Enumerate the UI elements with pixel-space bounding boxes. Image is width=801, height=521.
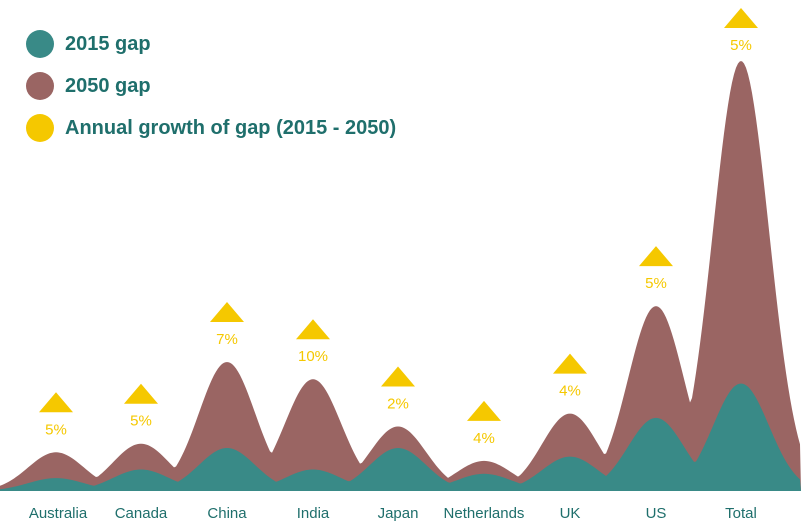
legend-swatch-2015-gap <box>26 30 54 58</box>
growth-triangle-icon-us <box>639 246 673 267</box>
growth-label-india: 10% <box>298 348 328 365</box>
legend-swatch-annual-growth <box>26 114 54 142</box>
growth-triangle-icon-netherlands <box>467 400 501 421</box>
growth-label-japan: 2% <box>387 396 409 413</box>
legend-item-annual-growth: Annual growth of gap (2015 - 2050) <box>26 114 396 142</box>
growth-triangle-icon-uk <box>553 353 587 374</box>
x-tick-label-us: US <box>646 505 667 521</box>
x-tick-label-japan: Japan <box>378 505 419 521</box>
x-tick-label-india: India <box>297 505 330 521</box>
growth-label-us: 5% <box>645 275 667 292</box>
growth-label-netherlands: 4% <box>473 430 495 447</box>
growth-marker-layer: 5% 5% 7% 10% 2% 4% 4% 5% 5% <box>39 8 758 447</box>
legend-label-annual-growth: Annual growth of gap (2015 - 2050) <box>65 116 397 139</box>
growth-triangle-icon-japan <box>381 366 415 387</box>
x-tick-label-china: China <box>207 505 247 521</box>
growth-label-canada: 5% <box>130 413 152 430</box>
growth-label-china: 7% <box>216 331 238 348</box>
legend-swatch-2050-gap <box>26 72 54 100</box>
legend-label-2015-gap: 2015 gap <box>65 32 151 55</box>
growth-triangle-icon-india <box>296 319 330 340</box>
growth-triangle-icon-australia <box>39 392 73 413</box>
growth-label-australia: 5% <box>45 421 67 438</box>
series-area-2015-gap <box>0 383 801 491</box>
growth-triangle-icon-total <box>724 8 758 28</box>
x-tick-labels: Australia Canada China India Japan Netherland… <box>29 505 757 521</box>
growth-triangle-icon-china <box>210 302 244 322</box>
x-tick-label-uk: UK <box>560 505 581 521</box>
x-tick-label-total: Total <box>725 505 757 521</box>
area-layer <box>0 61 801 492</box>
x-tick-label-netherlands: Netherlands <box>444 505 525 521</box>
legend-item-2050-gap: 2050 gap <box>26 72 396 100</box>
growth-label-total: 5% <box>730 37 752 54</box>
growth-triangle-icon-canada <box>124 383 158 404</box>
x-tick-label-canada: Canada <box>115 505 168 521</box>
legend-label-2050-gap: 2050 gap <box>65 74 151 97</box>
growth-label-uk: 4% <box>559 383 581 400</box>
legend: 2015 gap 2050 gap Annual growth of gap (… <box>26 30 396 156</box>
legend-item-2015-gap: 2015 gap <box>26 30 396 58</box>
x-tick-label-australia: Australia <box>29 505 88 521</box>
